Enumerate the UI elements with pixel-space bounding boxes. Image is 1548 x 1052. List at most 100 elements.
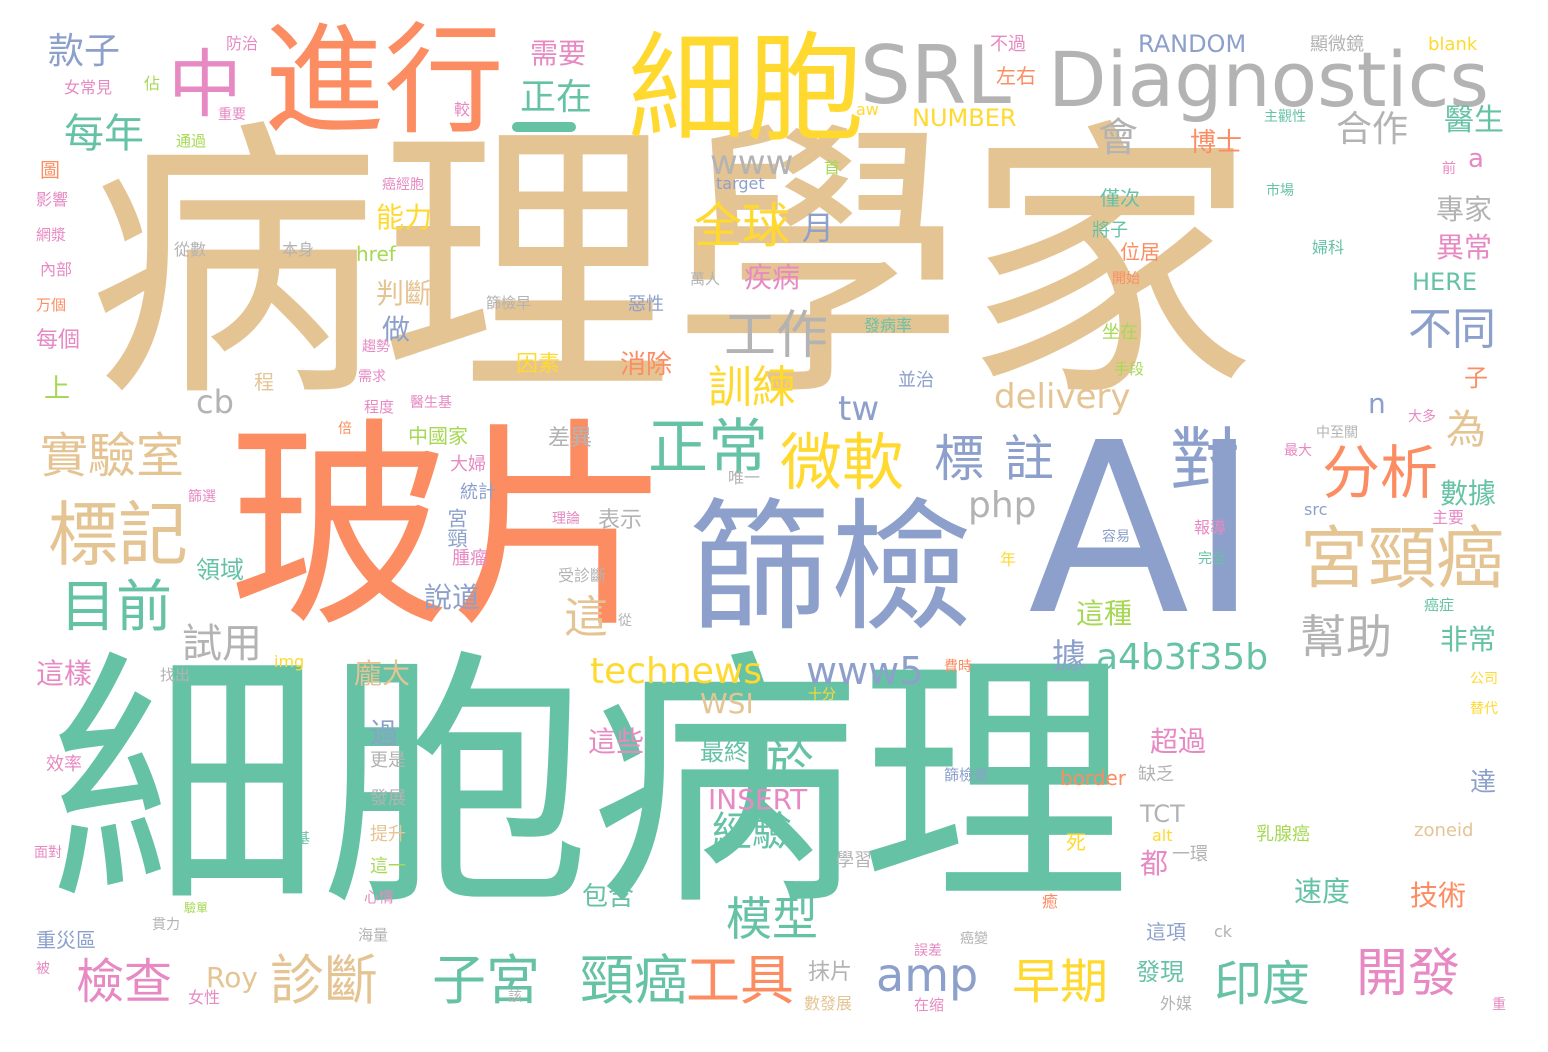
word: 一環: [1172, 844, 1208, 865]
word: 需求: [358, 369, 386, 385]
word: 癌變: [960, 931, 988, 947]
word: amp: [876, 948, 979, 1002]
word: 首: [824, 158, 841, 177]
word: 完全: [1198, 551, 1226, 567]
word: 主觀性: [1264, 109, 1306, 125]
word: TCT: [1140, 800, 1185, 828]
word: tw: [838, 389, 880, 429]
word: RANDOM: [1138, 30, 1247, 58]
word: 程: [254, 370, 274, 394]
word: 替代: [1470, 701, 1498, 717]
word: alt: [1152, 826, 1173, 845]
word: 這種: [1076, 597, 1133, 630]
word: 醫生: [1444, 103, 1504, 138]
word: 細胞病理: [50, 627, 1130, 942]
word: 每個: [36, 328, 81, 353]
word: 宮頸: [444, 508, 468, 548]
word: 早期: [1012, 954, 1109, 1010]
word: 腫瘤: [452, 548, 488, 569]
word: 龐大: [354, 657, 411, 690]
word: 重: [1492, 997, 1506, 1013]
word: border: [1060, 766, 1127, 790]
word: 標: [934, 430, 984, 488]
word: 宮頸癌: [1300, 520, 1505, 599]
word: 數發展: [804, 994, 853, 1013]
word: 從: [618, 613, 632, 629]
word: 惡性: [628, 294, 664, 315]
word: 開發: [1356, 944, 1461, 1004]
word: 不同: [1408, 304, 1496, 355]
word: 學習: [836, 850, 872, 871]
word: 發病率: [864, 316, 913, 335]
word: 差異: [548, 426, 593, 451]
word: 倍: [338, 421, 352, 437]
word: 中: [168, 42, 242, 128]
word: 試用: [182, 621, 262, 667]
word: 理論: [552, 511, 580, 527]
word: 中國家: [408, 424, 468, 448]
word: 手段: [1114, 360, 1145, 378]
word: 每年: [64, 111, 144, 157]
word: 左右: [996, 64, 1036, 88]
word: technews: [590, 651, 763, 692]
word: 被: [36, 961, 50, 977]
word: 心情: [364, 888, 395, 906]
word: 技術: [1410, 879, 1467, 912]
word: 為: [1446, 407, 1486, 453]
word: 說道: [424, 581, 481, 614]
word: 更是: [370, 750, 406, 771]
word: 超過: [1150, 725, 1207, 758]
word: 年: [1000, 550, 1017, 569]
word: 效率: [46, 754, 82, 775]
dash-mark: [512, 122, 576, 132]
word: 經驗: [712, 809, 792, 855]
word: 程度: [364, 398, 395, 416]
word: 統計: [460, 482, 496, 503]
word: 據: [1052, 637, 1086, 677]
word: 本身: [282, 240, 315, 259]
word: 圖: [40, 158, 60, 182]
word: zoneid: [1414, 820, 1474, 841]
word: 做: [382, 313, 411, 346]
word: 不過: [990, 34, 1026, 55]
word: 頸癌: [580, 949, 688, 1012]
word: 數據: [1440, 477, 1497, 510]
word: aw: [856, 100, 879, 119]
word: 該: [508, 989, 522, 1005]
word: 提升: [370, 824, 406, 845]
word: 實驗室: [40, 428, 185, 484]
word: 佔: [144, 74, 161, 93]
word: HERE: [1412, 268, 1478, 296]
word: 癌經胞: [382, 177, 424, 193]
word: 驗單: [184, 901, 209, 915]
word: 顯微鏡: [1310, 34, 1364, 55]
word: 面對: [34, 845, 62, 861]
word: 費時: [944, 659, 972, 675]
word: 前: [1442, 161, 1456, 177]
word: 判斷: [376, 277, 433, 310]
word: 外媒: [1160, 994, 1193, 1013]
word: 中至關: [1316, 425, 1358, 441]
word: 貫力: [152, 917, 180, 933]
word: 包含: [582, 882, 635, 912]
word: 醫生基: [410, 395, 452, 411]
word: 玻片: [228, 400, 672, 658]
word: 較: [454, 100, 471, 119]
word: target: [716, 174, 765, 193]
word: 這些: [588, 725, 645, 758]
word: 在缩: [914, 996, 945, 1014]
word: 消除: [620, 350, 673, 380]
word: 女常見: [64, 78, 113, 97]
word: 乳腺癌: [1256, 824, 1310, 845]
word: NUMBER: [912, 104, 1017, 132]
word: 子宮: [432, 949, 540, 1012]
word: 表示: [598, 508, 643, 533]
word: 上: [44, 374, 71, 404]
word: 報導: [1194, 518, 1227, 537]
word: 最大: [1284, 443, 1312, 459]
word: 專家: [1436, 193, 1493, 226]
word: 十分: [808, 687, 836, 703]
word: 死: [1066, 830, 1086, 854]
word: 都: [1140, 847, 1169, 880]
